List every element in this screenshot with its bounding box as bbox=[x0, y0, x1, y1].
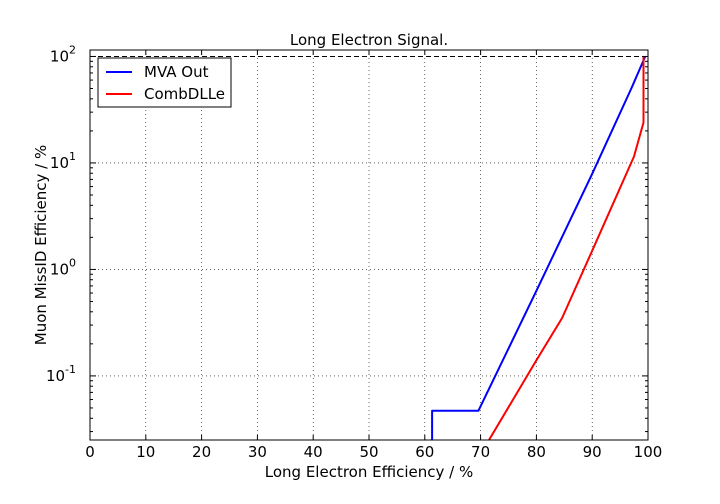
x-tick-label: 100 bbox=[634, 443, 663, 461]
y-tick-exponent: 2 bbox=[69, 43, 76, 56]
grid bbox=[89, 50, 649, 440]
legend: MVA Out CombDLLe bbox=[97, 57, 232, 108]
series-layer bbox=[431, 56, 647, 441]
legend-label: CombDLLe bbox=[144, 85, 225, 103]
plot-frame bbox=[89, 49, 649, 441]
y-tick-label: 102 bbox=[50, 43, 76, 65]
series-line-mva-out bbox=[431, 56, 647, 440]
series-line-combdlle bbox=[488, 56, 645, 441]
y-tick-base: 10 bbox=[50, 47, 69, 65]
x-tick-label: 80 bbox=[527, 443, 546, 461]
x-tick-label: 0 bbox=[85, 443, 95, 461]
legend-box bbox=[97, 57, 232, 108]
y-tick-exponent: 1 bbox=[69, 150, 76, 163]
x-tick-label: 30 bbox=[248, 443, 267, 461]
x-axis-label: Long Electron Efficiency / % bbox=[265, 463, 473, 481]
x-axis: 0 10 20 30 40 50 60 70 80 90 100 bbox=[85, 50, 662, 461]
y-tick-label: 10-1 bbox=[46, 363, 76, 385]
x-tick-label: 50 bbox=[359, 443, 378, 461]
legend-label: MVA Out bbox=[144, 63, 209, 81]
x-tick-label: 60 bbox=[415, 443, 434, 461]
y-tick-exponent: 0 bbox=[69, 256, 76, 269]
x-tick-label: 20 bbox=[192, 443, 211, 461]
y-tick-base: 10 bbox=[50, 154, 69, 172]
y-tick-exponent: -1 bbox=[65, 363, 76, 376]
x-tick-label: 10 bbox=[136, 443, 155, 461]
chart-title: Long Electron Signal. bbox=[290, 31, 448, 49]
y-tick-label: 101 bbox=[50, 150, 76, 172]
y-tick-base: 10 bbox=[50, 260, 69, 278]
x-tick-label: 40 bbox=[304, 443, 323, 461]
x-tick-label: 70 bbox=[471, 443, 490, 461]
x-tick-label: 90 bbox=[583, 443, 602, 461]
y-tick-label: 100 bbox=[50, 256, 76, 278]
y-tick-base: 10 bbox=[46, 367, 65, 385]
y-axis-label: Muon MissID Efficiency / % bbox=[32, 145, 50, 345]
